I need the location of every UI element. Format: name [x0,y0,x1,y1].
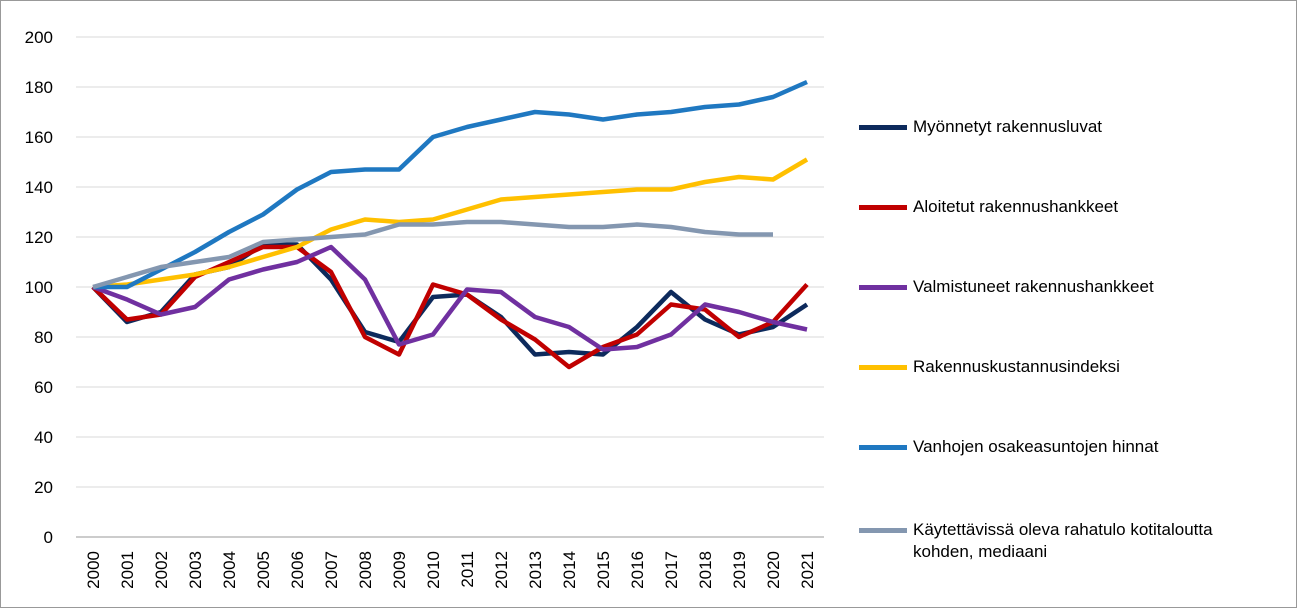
series-line [92,157,809,290]
y-tick-label: 120 [25,228,53,247]
x-tick-label: 2010 [424,551,443,589]
y-tick-label: 0 [44,528,53,547]
legend-swatch [859,205,907,210]
series-line [92,219,773,290]
legend-item: Aloitetut rakennushankkeet [859,196,1279,218]
y-tick-label: 180 [25,78,53,97]
x-tick-label: 2001 [118,551,137,589]
legend-swatch [859,365,907,370]
x-tick-label: 2004 [220,551,239,589]
y-tick-label: 40 [34,428,53,447]
x-tick-label: 2011 [458,551,477,588]
x-tick-label: 2020 [764,551,783,589]
x-tick-label: 2013 [526,551,545,589]
x-tick-label: 2006 [288,551,307,589]
legend-item: Rakennuskustannusindeksi [859,356,1279,378]
y-tick-label: 140 [25,178,53,197]
x-tick-label: 2016 [628,551,647,589]
x-tick-label: 2000 [84,551,103,589]
x-tick-label: 2007 [322,551,341,589]
legend-swatch [859,125,907,130]
x-tick-label: 2019 [730,551,749,589]
y-tick-label: 80 [34,328,53,347]
legend-label: Käytettävissä oleva rahatulo kotitaloutt… [913,520,1213,561]
x-tick-label: 2002 [152,551,171,589]
legend-swatch [859,445,907,450]
x-tick-label: 2008 [356,551,375,589]
legend-label: Vanhojen osakeasuntojen hinnat [913,437,1159,456]
y-tick-label: 200 [25,28,53,47]
x-tick-label: 2005 [254,551,273,589]
legend-item: Vanhojen osakeasuntojen hinnat [859,436,1279,458]
legend-item: Myönnetyt rakennusluvat [859,116,1279,138]
x-tick-label: 2012 [492,551,511,589]
y-tick-label: 100 [25,278,53,297]
x-tick-label: 2018 [696,551,715,589]
legend-label: Rakennuskustannusindeksi [913,357,1120,376]
series-line [93,79,808,290]
x-tick-label: 2003 [186,551,205,589]
y-tick-label: 160 [25,128,53,147]
x-tick-label: 2014 [560,551,579,589]
legend-swatch [859,528,907,533]
series-line [92,244,808,352]
x-tick-label: 2017 [662,551,681,589]
x-tick-label: 2015 [594,551,613,589]
legend-label: Aloitetut rakennushankkeet [913,197,1119,216]
y-tick-label: 20 [34,478,53,497]
legend-item: Valmistuneet rakennushankkeet [859,276,1279,298]
legend-label: Valmistuneet rakennushankkeet [913,277,1154,296]
legend-label: Myönnetyt rakennusluvat [913,117,1102,136]
legend-item: Käytettävissä oleva rahatulo kotitaloutt… [859,519,1279,563]
legend-swatch [859,285,907,290]
x-tick-label: 2009 [390,551,409,589]
y-tick-label: 60 [34,378,53,397]
x-tick-label: 2021 [798,551,817,589]
